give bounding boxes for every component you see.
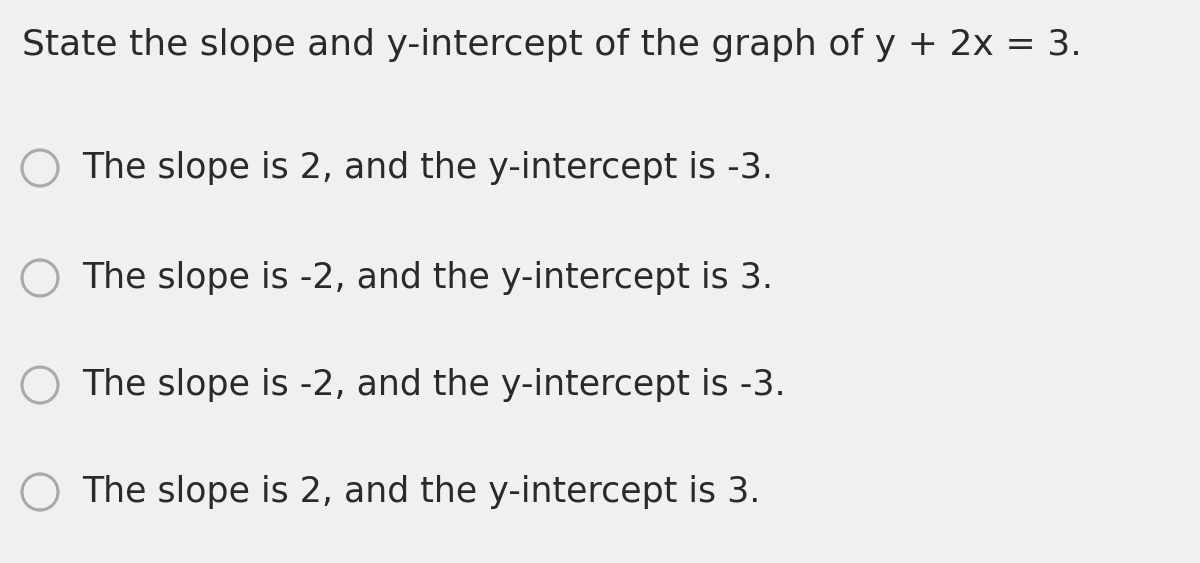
Text: State the slope and y-intercept of the graph of y + 2x = 3.: State the slope and y-intercept of the g… xyxy=(22,28,1081,62)
Text: The slope is -2, and the y-intercept is -3.: The slope is -2, and the y-intercept is … xyxy=(82,368,786,402)
Text: The slope is 2, and the y-intercept is -3.: The slope is 2, and the y-intercept is -… xyxy=(82,151,773,185)
Text: The slope is -2, and the y-intercept is 3.: The slope is -2, and the y-intercept is … xyxy=(82,261,773,295)
Text: The slope is 2, and the y-intercept is 3.: The slope is 2, and the y-intercept is 3… xyxy=(82,475,761,509)
